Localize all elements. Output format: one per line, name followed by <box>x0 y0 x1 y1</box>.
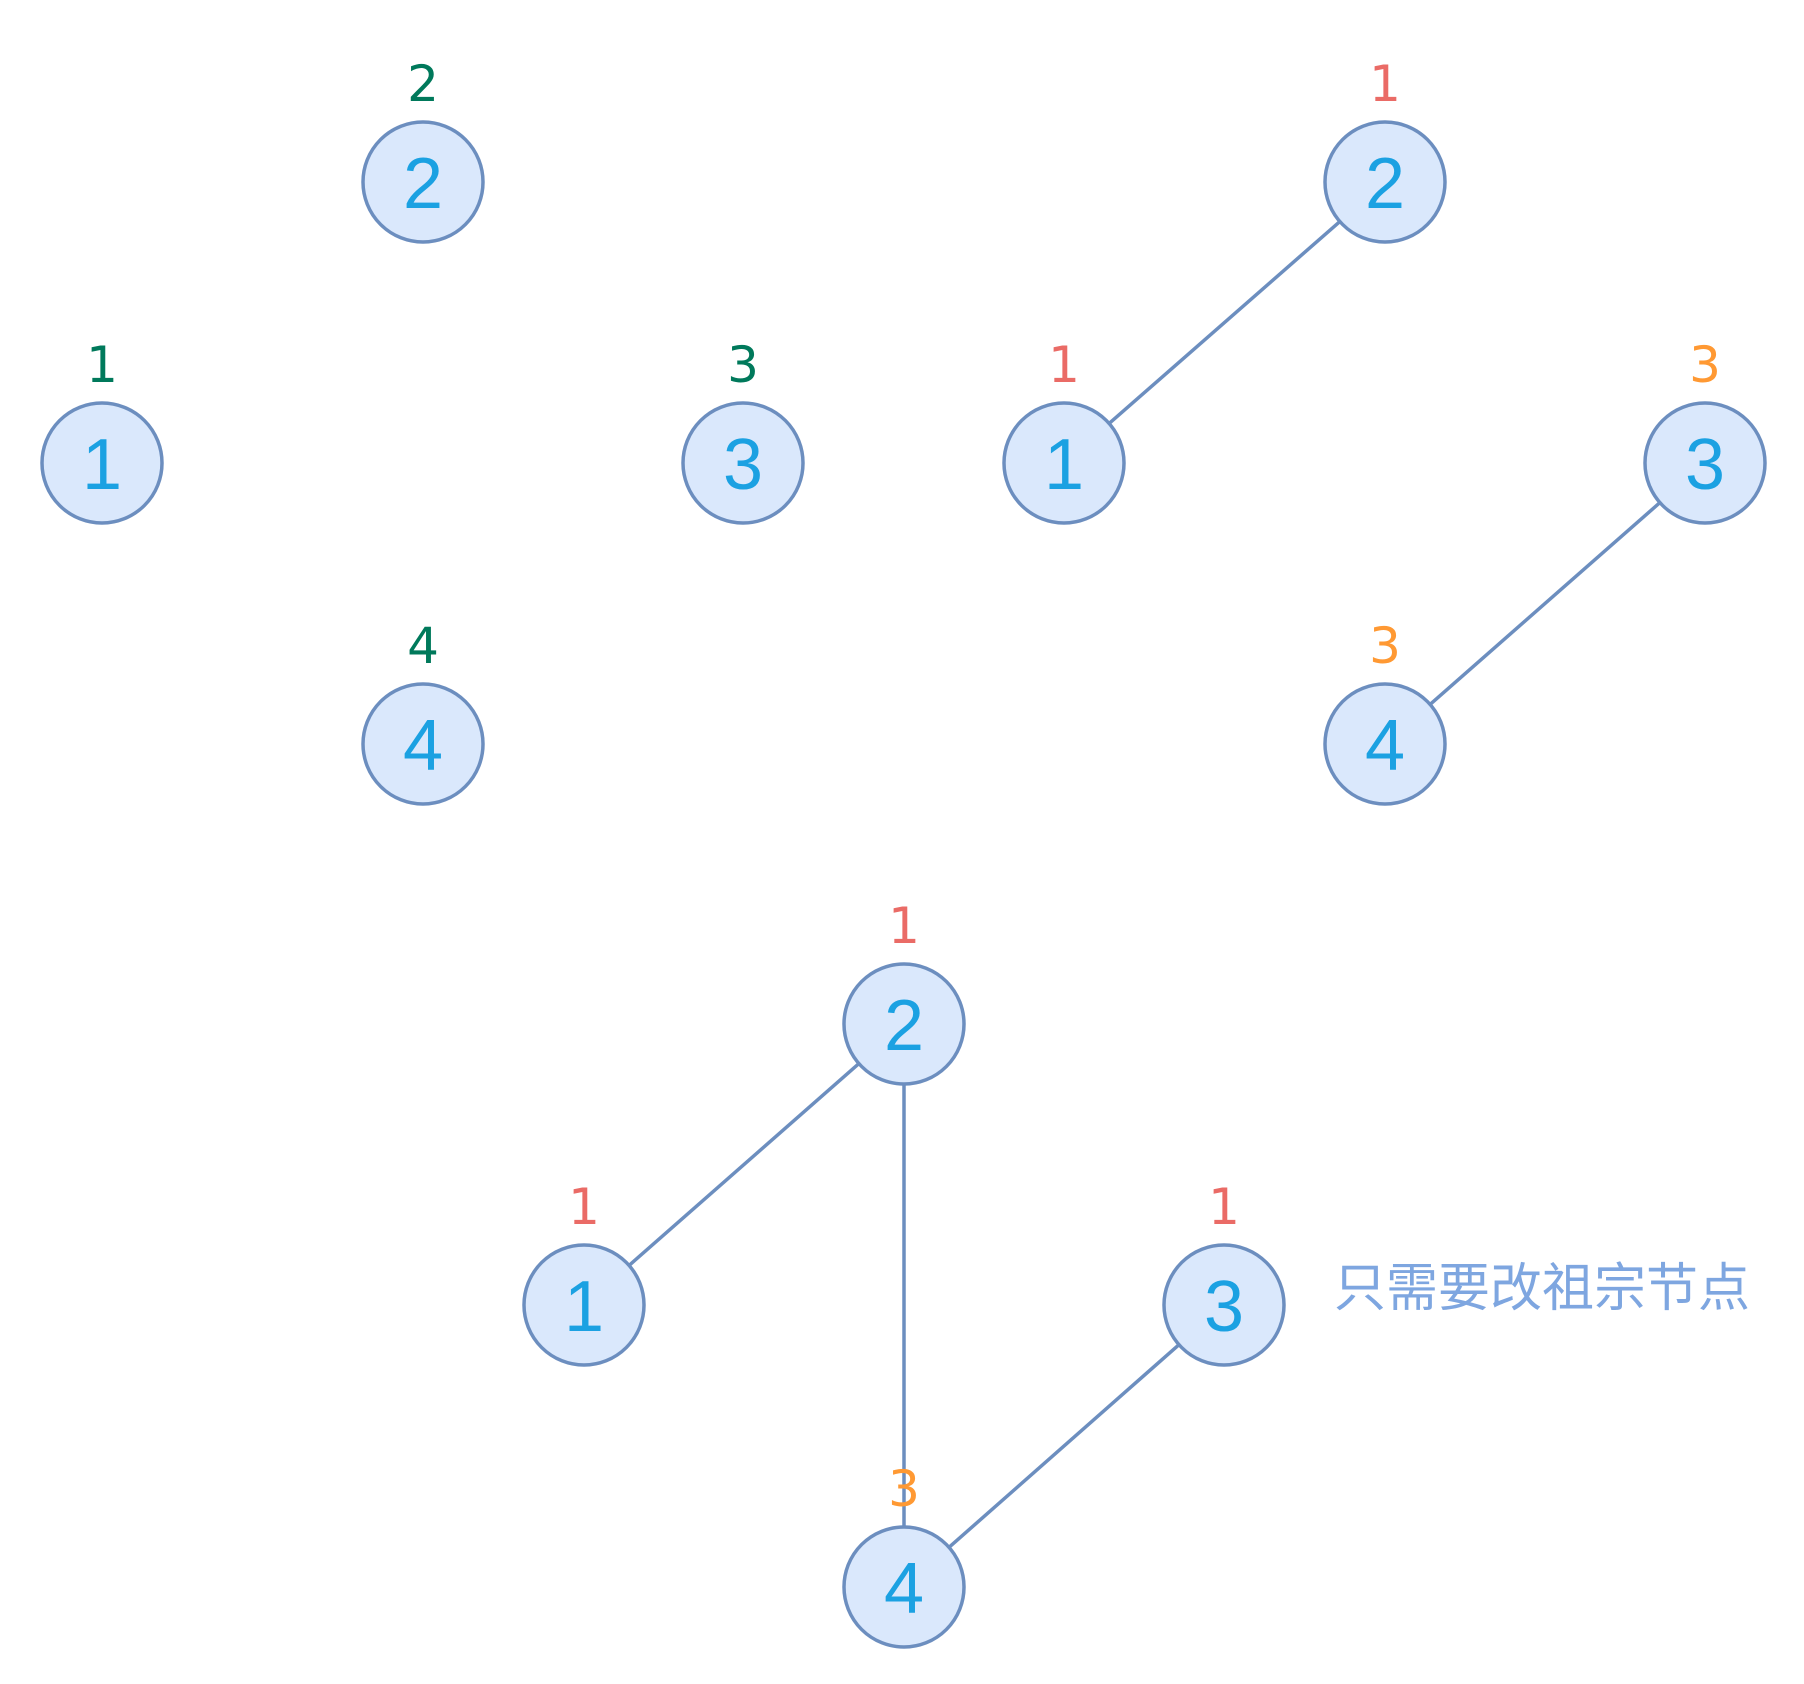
node-circle <box>361 120 485 244</box>
node-circle <box>1323 120 1447 244</box>
parent-label: 1 <box>888 897 920 955</box>
node-two-sets-2: 21 <box>1323 55 1447 244</box>
parent-label: 1 <box>1048 336 1080 394</box>
node-two-sets-3: 33 <box>1643 336 1767 525</box>
node-label: 1 <box>1044 425 1084 505</box>
parent-label: 3 <box>1689 336 1721 394</box>
parent-label: 3 <box>888 1460 920 1518</box>
edge-two-sets-2-1 <box>1107 220 1342 425</box>
node-circle <box>361 682 485 806</box>
parent-label: 1 <box>86 336 118 394</box>
node-merged-3: 31 <box>1162 1178 1286 1367</box>
node-label: 3 <box>1685 425 1725 505</box>
node-label: 3 <box>1204 1267 1244 1347</box>
node-circle <box>40 401 164 525</box>
node-label: 4 <box>884 1549 924 1629</box>
parent-label: 3 <box>1369 617 1401 675</box>
node-merged-2: 21 <box>842 897 966 1086</box>
node-initial-1: 11 <box>40 336 164 525</box>
node-label: 2 <box>884 986 924 1066</box>
parent-label: 4 <box>407 617 439 675</box>
node-circle <box>681 401 805 525</box>
node-circle <box>1643 401 1767 525</box>
node-initial-4: 44 <box>361 617 485 806</box>
node-label: 4 <box>403 706 443 786</box>
parent-label: 1 <box>1369 55 1401 113</box>
parent-label: 1 <box>568 1178 600 1236</box>
node-circle <box>1002 401 1126 525</box>
node-two-sets-1: 11 <box>1002 336 1126 525</box>
node-circle <box>1162 1243 1286 1367</box>
parent-label: 1 <box>1208 1178 1240 1236</box>
edge-two-sets-3-4 <box>1428 501 1662 706</box>
node-label: 1 <box>82 425 122 505</box>
note-text: 只需要改祖宗节点 <box>1334 1259 1750 1319</box>
node-circle <box>522 1243 646 1367</box>
node-label: 2 <box>403 144 443 224</box>
node-initial-2: 22 <box>361 55 485 244</box>
node-initial-3: 33 <box>681 336 805 525</box>
node-circle <box>842 962 966 1086</box>
node-merged-4: 43 <box>842 1460 966 1649</box>
node-two-sets-4: 43 <box>1323 617 1447 806</box>
edges-layer <box>627 220 1662 1549</box>
edge-merged-3-4 <box>947 1343 1181 1549</box>
parent-label: 3 <box>727 336 759 394</box>
node-label: 3 <box>723 425 763 505</box>
node-label: 1 <box>564 1267 604 1347</box>
node-label: 4 <box>1365 706 1405 786</box>
parent-label: 2 <box>407 55 439 113</box>
node-circle <box>842 1525 966 1649</box>
node-label: 2 <box>1365 144 1405 224</box>
node-merged-1: 11 <box>522 1178 646 1367</box>
edge-merged-2-1 <box>627 1062 861 1267</box>
node-circle <box>1323 682 1447 806</box>
